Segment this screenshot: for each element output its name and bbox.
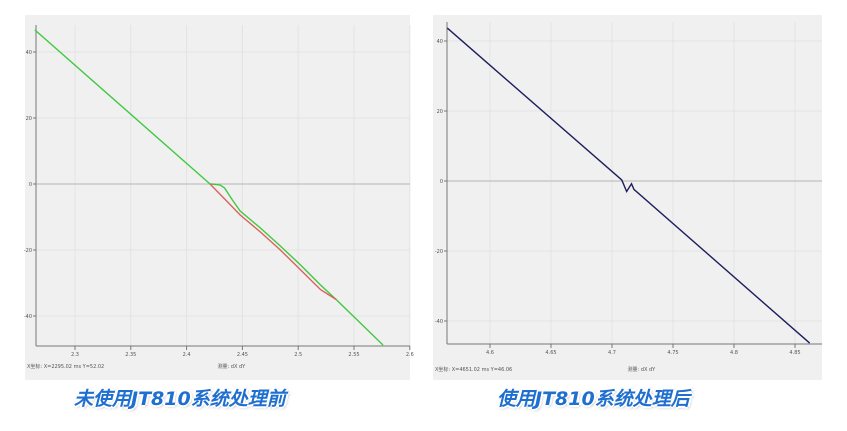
y-tick-label: 40 <box>26 50 32 56</box>
caption-after: 使用JT810系统处理后 <box>497 388 690 410</box>
y-tick-label: -20 <box>435 249 443 255</box>
x-tick-label: 4.7 <box>608 350 616 356</box>
y-tick-label: 20 <box>26 116 32 122</box>
panel-background <box>25 15 410 380</box>
status-right: 测量: dX dY <box>218 363 247 370</box>
y-tick-label: 40 <box>437 39 443 45</box>
y-tick-label: 0 <box>440 179 443 185</box>
x-tick-label: 4.75 <box>667 350 678 356</box>
x-tick-label: 2.6 <box>406 352 414 358</box>
x-tick-label: 2.35 <box>125 352 136 358</box>
status-left: X坐标: X=2295.02 ms Y=52.02 <box>27 363 104 370</box>
y-tick-label: 20 <box>437 109 443 115</box>
series-line-2 <box>209 183 337 301</box>
x-tick-label: 4.8 <box>730 350 738 356</box>
y-tick-label: -20 <box>24 248 32 254</box>
panel-background <box>433 15 822 380</box>
series-line-1 <box>34 29 384 346</box>
y-tick-label: 0 <box>29 182 32 188</box>
status-right: 测量: dX dY <box>628 366 657 373</box>
x-tick-label: 2.55 <box>348 352 359 358</box>
chart-panel-1: 40 20 0 -20 -40 2.3 2.35 2.4 2.45 2.5 2.55 2.6 X坐标: … <box>24 15 414 380</box>
x-tick-label: 2.4 <box>183 352 191 358</box>
x-tick-label: 2.3 <box>71 352 79 358</box>
y-tick-label: -40 <box>24 314 32 320</box>
x-tick-label: 4.85 <box>789 350 800 356</box>
x-tick-label: 2.5 <box>294 352 302 358</box>
caption-before: 未使用JT810系统处理前 <box>74 388 286 410</box>
chart-panel-2: 40 20 0 -20 -40 4.6 4.65 4.7 4.75 4.8 4.85 X坐标: X=4… <box>433 15 822 380</box>
series-line-1 <box>446 27 811 344</box>
x-tick-label: 4.6 <box>486 350 494 356</box>
y-tick-label: -40 <box>435 319 443 325</box>
x-tick-label: 2.45 <box>237 352 248 358</box>
x-tick-label: 4.65 <box>545 350 556 356</box>
status-left: X坐标: X=4651.02 ms Y=46.06 <box>435 366 512 373</box>
